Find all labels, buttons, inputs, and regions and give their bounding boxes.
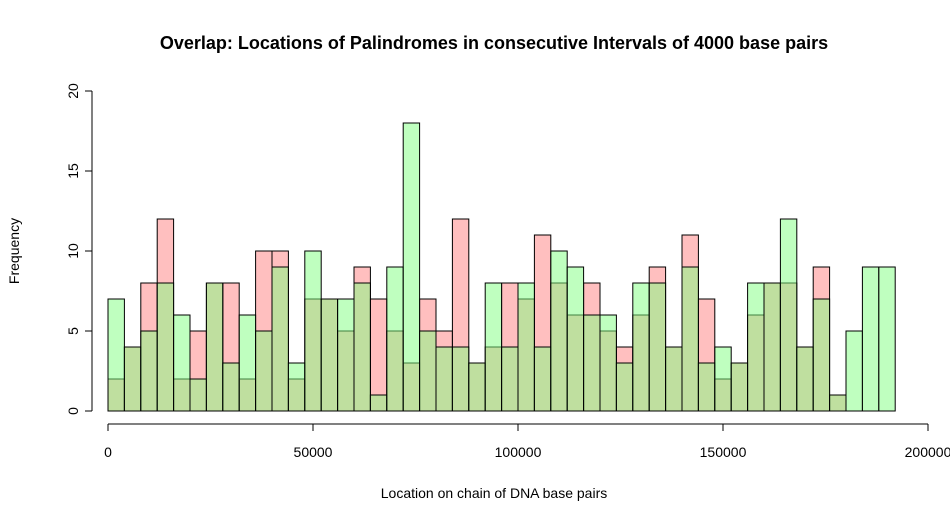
x-tick-label: 0 xyxy=(104,444,112,460)
series-2-bar-8 xyxy=(239,315,255,411)
series-2-bar-18 xyxy=(403,123,419,411)
series-2-bar-17 xyxy=(387,267,403,411)
series-2-bar-0 xyxy=(108,299,124,411)
x-tick-label: 200000 xyxy=(905,444,950,460)
y-tick-label: 20 xyxy=(65,83,81,99)
series-2-bar-12 xyxy=(305,251,321,411)
series-2-bar-41 xyxy=(780,219,796,411)
y-tick-label: 5 xyxy=(65,327,81,335)
series-2-bar-21 xyxy=(452,347,468,411)
series-2-bar-47 xyxy=(879,267,895,411)
series-2-bar-9 xyxy=(256,331,272,411)
x-tick-label: 100000 xyxy=(495,444,542,460)
series-2-bar-14 xyxy=(338,299,354,411)
series-2-bar-11 xyxy=(288,363,304,411)
series-2-bar-20 xyxy=(436,347,452,411)
chart-title: Overlap: Locations of Palindromes in con… xyxy=(160,33,828,53)
series-2-bar-40 xyxy=(764,283,780,411)
series-2-bar-42 xyxy=(797,347,813,411)
series-2-bar-46 xyxy=(862,267,878,411)
series-2-bar-7 xyxy=(223,363,239,411)
series-2-bar-6 xyxy=(206,283,222,411)
series-2-bar-38 xyxy=(731,363,747,411)
series-2-bar-2 xyxy=(141,331,157,411)
series-2-bar-23 xyxy=(485,283,501,411)
series-1-bar-16 xyxy=(370,299,386,411)
x-axis: 0 50000 100000 150000 200000 xyxy=(104,424,950,460)
series-2-bar-33 xyxy=(649,283,665,411)
series-2-bar-24 xyxy=(502,347,518,411)
y-tick-label: 10 xyxy=(65,243,81,259)
series-2-bar-25 xyxy=(518,283,534,411)
y-axis-label: Frequency xyxy=(6,218,22,284)
x-tick-label: 150000 xyxy=(700,444,747,460)
series-2-bar-1 xyxy=(124,347,140,411)
series-2-bar-27 xyxy=(551,251,567,411)
series-2-bar-26 xyxy=(534,347,550,411)
y-tick-label: 0 xyxy=(65,407,81,415)
series-2-bar-4 xyxy=(174,315,190,411)
bars-layer xyxy=(108,123,895,411)
series-2-bar-34 xyxy=(666,347,682,411)
series-2-bar-15 xyxy=(354,283,370,411)
x-tick-label: 50000 xyxy=(294,444,333,460)
x-axis-label: Location on chain of DNA base pairs xyxy=(381,485,607,501)
series-2-bar-16 xyxy=(370,395,386,411)
series-2-bar-37 xyxy=(715,347,731,411)
series-2-bar-22 xyxy=(469,363,485,411)
y-axis: 0 5 10 15 20 xyxy=(65,83,92,415)
series-2-bar-36 xyxy=(698,363,714,411)
series-2-bar-45 xyxy=(846,331,862,411)
series-2-bar-43 xyxy=(813,299,829,411)
series-2-bar-19 xyxy=(420,331,436,411)
series-2-bar-39 xyxy=(748,283,764,411)
series-2-bar-28 xyxy=(567,267,583,411)
series-2-bar-29 xyxy=(584,315,600,411)
series-2-bar-3 xyxy=(157,283,173,411)
series-2-bar-13 xyxy=(321,299,337,411)
series-2-bar-5 xyxy=(190,379,206,411)
series-2-bar-30 xyxy=(600,315,616,411)
y-tick-label: 15 xyxy=(65,163,81,179)
series-2-bar-44 xyxy=(830,395,846,411)
series-2-bar-10 xyxy=(272,267,288,411)
series-2-bar-35 xyxy=(682,267,698,411)
series-2-bar-32 xyxy=(633,283,649,411)
series-2-bar-31 xyxy=(616,363,632,411)
